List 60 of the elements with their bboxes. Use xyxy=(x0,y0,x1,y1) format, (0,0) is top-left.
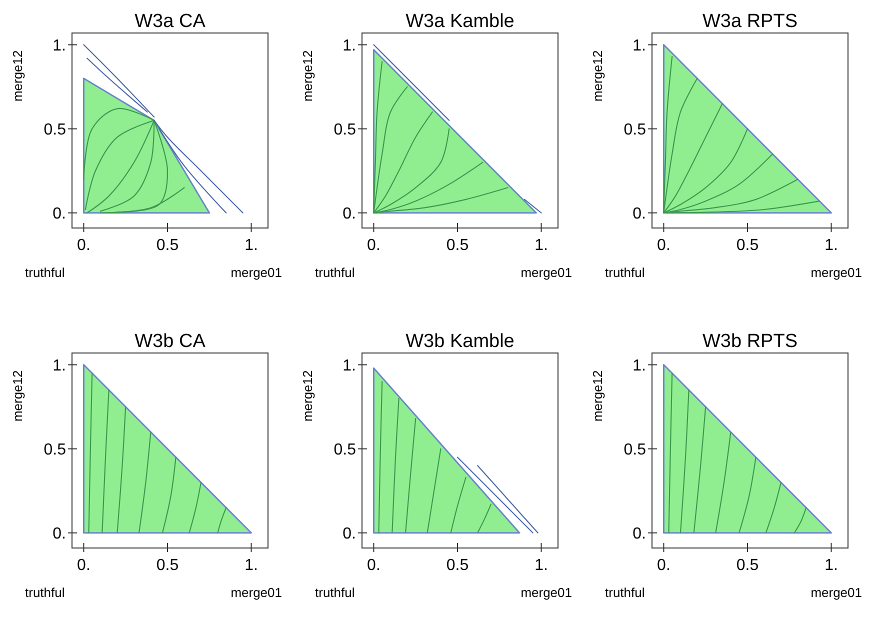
x-tick-label: 0.5 xyxy=(736,557,759,574)
x-tick-label: 1. xyxy=(824,557,838,574)
x-tick-label: 1. xyxy=(244,237,258,254)
y-axis-title: merge12 xyxy=(10,370,25,422)
y-tick-label: 0. xyxy=(52,525,66,542)
chart-title: W3b Kamble xyxy=(406,331,514,352)
y-tick-label: 1. xyxy=(52,37,66,54)
x-tick-label: 0.5 xyxy=(446,237,469,254)
y-tick-label: 0.5 xyxy=(44,441,66,458)
text: truthful xyxy=(25,265,65,280)
x-axis-title: merge01 xyxy=(810,265,862,280)
y-axis-title: merge12 xyxy=(300,50,315,102)
x-tick-label: 1. xyxy=(534,557,548,574)
y-axis-title: merge12 xyxy=(10,50,25,102)
x-tick-label: 1. xyxy=(534,237,548,254)
x-tick-label: 1. xyxy=(244,557,258,574)
x-tick-label: 0. xyxy=(367,557,380,574)
x-tick-label: 1. xyxy=(824,237,838,254)
y-tick-label: 1. xyxy=(342,357,356,374)
text: truthful xyxy=(25,585,65,600)
x-axis-title: merge01 xyxy=(520,585,572,600)
x-tick-label: 0. xyxy=(77,237,90,254)
x-tick-label: 0.5 xyxy=(156,237,179,254)
x-tick-label: 0. xyxy=(77,557,90,574)
y-tick-label: 0.5 xyxy=(624,121,646,138)
y-tick-label: 0. xyxy=(342,205,356,222)
chart-title: W3a CA xyxy=(134,11,206,32)
text: truthful xyxy=(315,585,355,600)
y-tick-label: 0.5 xyxy=(624,441,646,458)
x-axis-title: merge01 xyxy=(230,265,282,280)
x-tick-label: 0. xyxy=(657,237,670,254)
chart-title: W3a Kamble xyxy=(406,11,514,32)
chart-title: W3b RPTS xyxy=(702,331,798,352)
x-axis-title: merge01 xyxy=(520,265,572,280)
x-tick-label: 0.5 xyxy=(156,557,179,574)
x-axis-title: merge01 xyxy=(810,585,862,600)
y-tick-label: 0. xyxy=(632,205,646,222)
y-tick-label: 0.5 xyxy=(334,441,356,458)
y-tick-label: 0.5 xyxy=(334,121,356,138)
text: truthful xyxy=(605,265,645,280)
y-axis-title: merge12 xyxy=(590,50,605,102)
x-tick-label: 0.5 xyxy=(446,557,469,574)
x-tick-label: 0. xyxy=(657,557,670,574)
chart-title: W3b CA xyxy=(134,331,206,352)
y-axis-title: merge12 xyxy=(300,370,315,422)
y-tick-label: 1. xyxy=(632,357,646,374)
y-tick-label: 0.5 xyxy=(44,121,66,138)
y-tick-label: 0. xyxy=(52,205,66,222)
chart-title: W3a RPTS xyxy=(702,11,798,32)
text: truthful xyxy=(605,585,645,600)
y-axis-title: merge12 xyxy=(590,370,605,422)
y-tick-label: 1. xyxy=(52,357,66,374)
y-tick-label: 1. xyxy=(342,37,356,54)
y-tick-label: 0. xyxy=(632,525,646,542)
x-tick-label: 0.5 xyxy=(736,237,759,254)
y-tick-label: 0. xyxy=(342,525,356,542)
text: truthful xyxy=(315,265,355,280)
y-tick-label: 1. xyxy=(632,37,646,54)
x-axis-title: merge01 xyxy=(230,585,282,600)
x-tick-label: 0. xyxy=(367,237,380,254)
